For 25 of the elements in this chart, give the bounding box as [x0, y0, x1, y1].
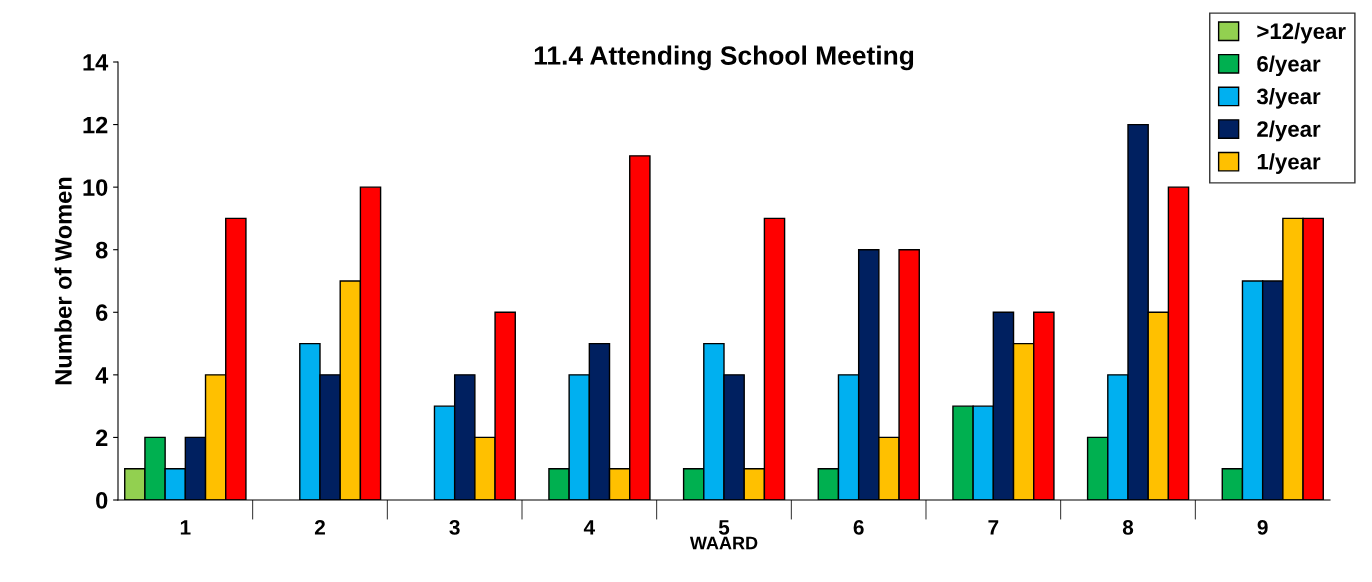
chart-title: 11.4 Attending School Meeting	[534, 45, 914, 71]
x-tick-label: 9	[1257, 519, 1268, 535]
x-tick-label: 6	[853, 519, 864, 535]
y-tick-label: 14	[83, 54, 109, 71]
x-tick-label: 1	[180, 520, 191, 535]
legend-label: 1/year	[1257, 153, 1321, 174]
x-tick-label: 3	[449, 519, 460, 535]
y-axis-title: Number of Women	[54, 177, 72, 385]
x-tick-label: 4	[583, 520, 596, 535]
y-tick-label: 12	[83, 116, 108, 134]
y-tick-label: 2	[95, 429, 108, 446]
x-tick-label: 8	[1122, 519, 1134, 535]
legend-label: 2/year	[1257, 120, 1321, 142]
y-tick-label: 4	[95, 367, 109, 384]
x-tick-label: 2	[314, 519, 325, 535]
y-tick-label: 6	[96, 304, 108, 322]
y-tick-label: 8	[95, 241, 108, 259]
legend-label: >12/year	[1257, 22, 1346, 44]
x-tick-label: 7	[988, 520, 999, 535]
legend-label: 3/year	[1256, 88, 1321, 109]
y-tick-label: 10	[83, 179, 108, 196]
legend-label: 6/year	[1257, 55, 1321, 77]
x-tick-label: 5	[718, 520, 730, 535]
y-tick-label: 0	[96, 492, 108, 509]
x-axis-title: WAARD	[689, 536, 758, 550]
